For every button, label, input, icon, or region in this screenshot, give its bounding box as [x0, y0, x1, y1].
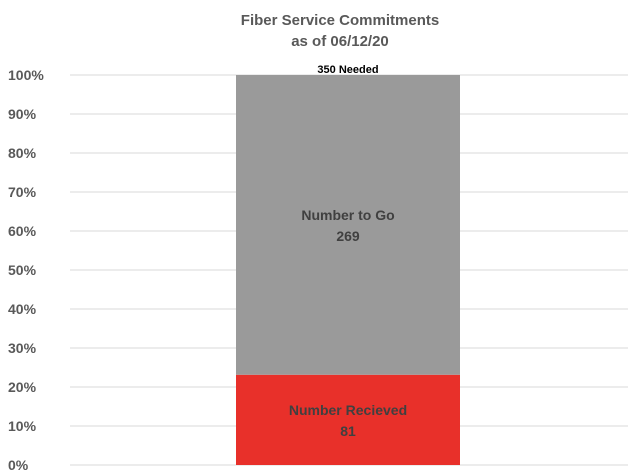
y-tick-label: 10% [8, 418, 37, 434]
y-tick-label: 90% [8, 106, 37, 122]
bar-segment-received [236, 374, 460, 465]
segment-labels: Number Recieved 81 Number to Go 269 350 Need… [289, 64, 407, 439]
y-tick-label: 70% [8, 184, 37, 200]
y-tick-label: 100% [8, 67, 44, 83]
stacked-bar [236, 75, 460, 465]
y-tick-label: 20% [8, 379, 37, 395]
chart-title-line-1: Fiber Service Commitments [240, 12, 440, 29]
segment-value-label: 269 [336, 228, 360, 244]
chart-title-line-2: as of 06/12/20 [291, 33, 389, 50]
y-tick-label: 40% [8, 301, 37, 317]
needed-annotation: 350 Needed [317, 64, 378, 76]
y-tick-label: 60% [8, 223, 37, 239]
y-tick-label: 30% [8, 340, 37, 356]
y-tick-label: 80% [8, 145, 37, 161]
segment-name-label: Number Recieved [289, 402, 407, 418]
segment-value-label: 81 [340, 423, 356, 439]
bar-segment-to-go [236, 75, 460, 375]
y-axis-tick-labels: 0% 10% 20% 30% 40% 50% 60% 70% 80% 90% 100% [8, 67, 44, 473]
y-tick-label: 0% [8, 457, 29, 473]
y-tick-label: 50% [8, 262, 37, 278]
segment-name-label: Number to Go [301, 207, 394, 223]
